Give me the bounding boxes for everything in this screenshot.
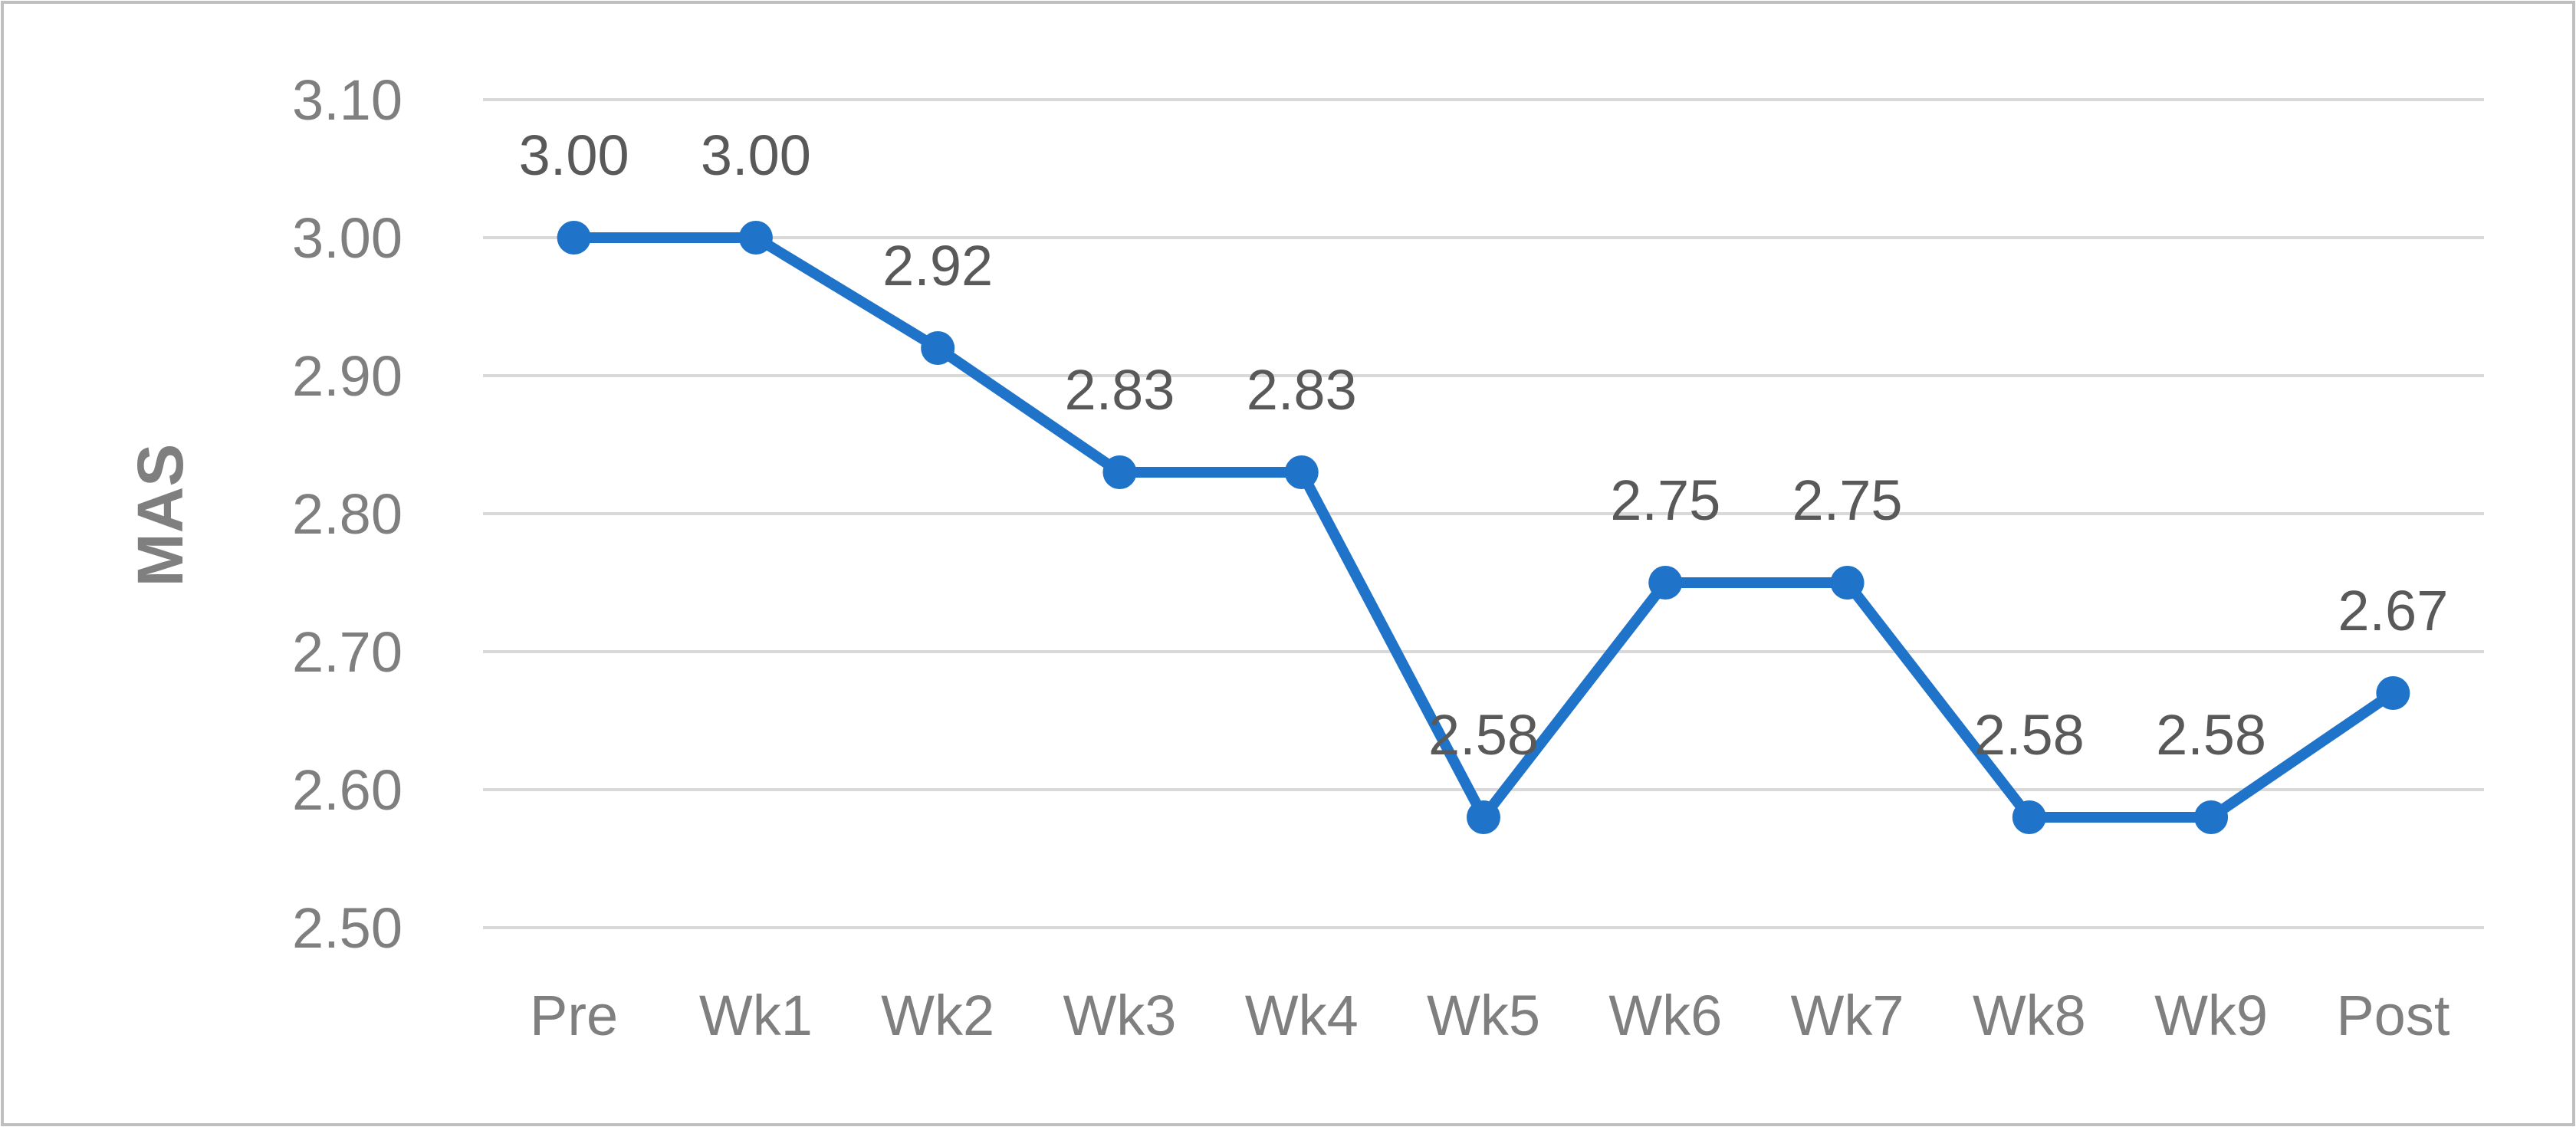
data-label: 3.00 bbox=[519, 123, 629, 187]
x-category-label: Wk3 bbox=[1063, 984, 1176, 1047]
data-point-marker bbox=[2012, 800, 2046, 834]
y-tick-label: 2.90 bbox=[292, 344, 402, 408]
x-category-label: Post bbox=[2336, 984, 2450, 1047]
x-axis-category-labels: Pre Wk1 Wk2 Wk3 Wk4 Wk5 Wk6 Wk7 Wk8 Wk9 Post bbox=[530, 984, 2450, 1047]
data-point-marker bbox=[1830, 566, 1865, 600]
data-point-marker bbox=[921, 331, 955, 365]
data-point-marker bbox=[2194, 800, 2229, 834]
y-tick-label: 2.80 bbox=[292, 482, 402, 546]
data-point-marker bbox=[1284, 455, 1319, 489]
x-category-label: Wk9 bbox=[2154, 984, 2268, 1047]
x-category-label: Wk1 bbox=[699, 984, 813, 1047]
data-labels: 3.00 3.00 2.92 2.83 2.83 2.58 2.75 2.75 2.58 2.58… bbox=[519, 123, 2449, 767]
data-label: 2.83 bbox=[1064, 358, 1175, 422]
x-category-label: Wk5 bbox=[1427, 984, 1540, 1047]
data-label: 2.58 bbox=[1974, 703, 2085, 767]
data-point-marker bbox=[557, 221, 591, 255]
x-category-label: Wk2 bbox=[881, 984, 994, 1047]
data-label: 2.75 bbox=[1610, 468, 1720, 532]
data-point-marker bbox=[1648, 566, 1683, 600]
y-tick-label: 3.00 bbox=[292, 206, 402, 270]
data-label: 2.92 bbox=[882, 234, 993, 297]
gridlines bbox=[483, 98, 2484, 929]
data-point-marker bbox=[738, 221, 773, 255]
data-label: 2.83 bbox=[1247, 358, 1357, 422]
x-category-label: Wk4 bbox=[1245, 984, 1359, 1047]
x-category-label: Pre bbox=[530, 984, 618, 1047]
data-label: 2.58 bbox=[2156, 703, 2266, 767]
x-category-label: Wk6 bbox=[1608, 984, 1722, 1047]
y-axis-tick-labels: 2.50 2.60 2.70 2.80 2.90 3.00 3.10 bbox=[292, 68, 402, 960]
y-tick-label: 2.60 bbox=[292, 758, 402, 822]
data-label: 2.67 bbox=[2338, 579, 2448, 642]
y-tick-label: 2.70 bbox=[292, 620, 402, 684]
x-category-label: Wk8 bbox=[1973, 984, 2086, 1047]
data-point-marker bbox=[1467, 800, 1500, 834]
data-point-marker bbox=[1102, 455, 1137, 489]
data-label: 3.00 bbox=[701, 123, 811, 187]
y-tick-label: 3.10 bbox=[292, 68, 402, 132]
series-layer bbox=[557, 221, 2410, 834]
data-label: 2.75 bbox=[1792, 468, 1903, 532]
data-point-marker bbox=[2376, 676, 2410, 710]
data-label: 2.58 bbox=[1428, 703, 1539, 767]
y-tick-label: 2.50 bbox=[292, 896, 402, 960]
x-category-label: Wk7 bbox=[1791, 984, 1904, 1047]
y-axis-title: MAS bbox=[124, 444, 196, 587]
